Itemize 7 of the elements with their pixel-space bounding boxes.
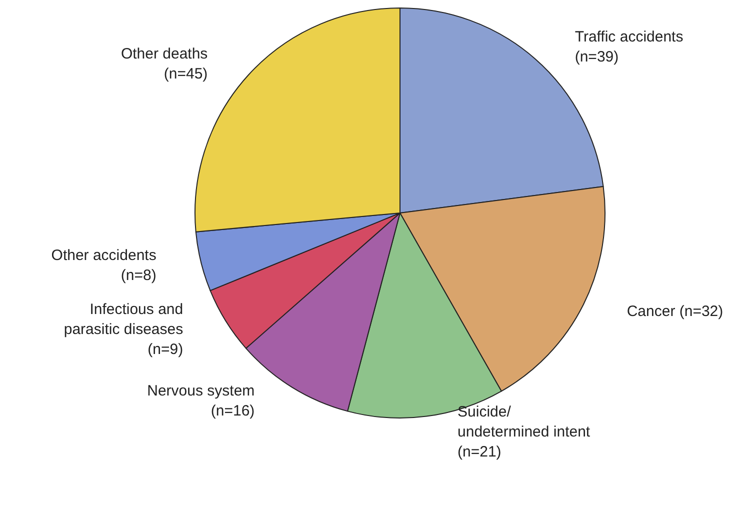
slice-label: Nervous system (n=16) bbox=[147, 382, 255, 420]
slice-label: Infectious and parasitic diseases (n=9) bbox=[64, 300, 184, 358]
slice-label: Traffic accidents (n=39) bbox=[574, 28, 684, 66]
slice-label: Suicide/ undetermined intent (n=21) bbox=[458, 404, 591, 461]
slice-label: Other deaths (n=45) bbox=[120, 46, 208, 83]
slice-label: Cancer (n=32) bbox=[626, 303, 724, 320]
slice-label: Other accidents (n=8) bbox=[51, 247, 156, 284]
